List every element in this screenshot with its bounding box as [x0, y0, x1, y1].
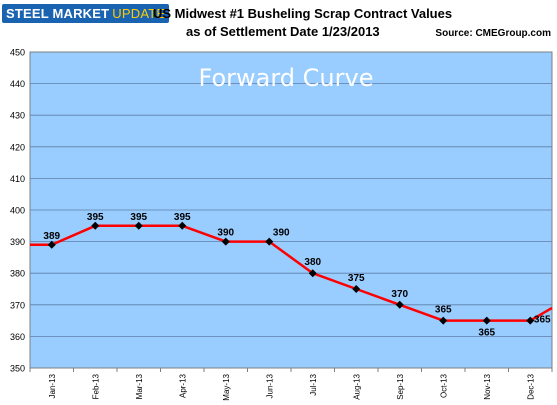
data-point — [352, 285, 361, 293]
data-label: 395 — [87, 212, 104, 223]
data-point — [526, 316, 535, 325]
data-point — [47, 240, 56, 249]
source-label: Source: — [435, 28, 473, 39]
x-tick-label: Sep-13 — [396, 373, 405, 399]
y-tick-label: 400 — [10, 206, 25, 216]
x-tick-label: Aug-13 — [352, 373, 361, 399]
x-tick-label: Nov-13 — [483, 373, 492, 399]
x-tick-label: Jun-13 — [265, 373, 274, 398]
logo-text: STEEL MARKET — [6, 6, 110, 21]
overlay-title: Forward Curve — [199, 64, 374, 92]
data-label: 370 — [391, 289, 408, 300]
data-label: 389 — [43, 231, 60, 242]
y-tick-label: 410 — [10, 174, 25, 184]
source-value: CMEGroup.com — [475, 28, 551, 39]
y-tick-label: 390 — [10, 237, 25, 247]
y-tick-label: 450 — [10, 48, 25, 58]
data-label: 390 — [217, 228, 234, 239]
y-tick-label: 430 — [10, 111, 25, 121]
logo-update-text: UPDATE — [112, 6, 166, 21]
chart-header: STEEL MARKET UPDATE US Midwest #1 Busheli… — [0, 0, 557, 46]
x-tick-label: Feb-13 — [91, 373, 100, 399]
source-note: Source: CMEGroup.com — [435, 28, 551, 39]
logo: STEEL MARKET UPDATE — [2, 4, 170, 23]
data-label: 390 — [273, 228, 290, 239]
x-tick-label: Mar-13 — [135, 373, 144, 399]
x-tick-label: Jan-13 — [48, 373, 57, 398]
data-label: 395 — [130, 212, 147, 223]
y-tick-label: 360 — [10, 332, 25, 342]
series-line — [30, 224, 553, 322]
chart-title-line-1: US Midwest #1 Busheling Scrap Contract V… — [153, 6, 453, 21]
chart-title-line-2: as of Settlement Date 1/23/2013 — [186, 24, 380, 39]
data-point — [265, 237, 274, 246]
data-label: 365 — [534, 315, 551, 326]
data-point — [91, 221, 100, 230]
y-tick-label: 370 — [10, 300, 25, 310]
y-tick-label: 350 — [10, 364, 25, 374]
data-point — [395, 300, 404, 309]
data-point — [482, 316, 491, 325]
x-tick-label: Jul-13 — [309, 373, 318, 395]
data-point — [134, 221, 143, 230]
data-label: 380 — [304, 257, 321, 268]
x-tick-label: Dec-13 — [526, 373, 535, 399]
data-label: 395 — [174, 212, 191, 223]
data-label: 365 — [435, 305, 452, 316]
data-label: 365 — [478, 328, 495, 339]
x-tick-label: May-13 — [222, 373, 231, 400]
x-tick-label: Apr-13 — [178, 373, 187, 398]
data-point — [221, 237, 230, 246]
data-point — [308, 269, 317, 278]
y-tick-label: 380 — [10, 269, 25, 279]
data-point — [178, 221, 187, 230]
y-tick-label: 420 — [10, 142, 25, 152]
data-label: 375 — [348, 273, 365, 284]
data-point — [439, 316, 448, 325]
y-tick-label: 440 — [10, 79, 25, 89]
x-tick-label: Oct-13 — [439, 373, 448, 398]
